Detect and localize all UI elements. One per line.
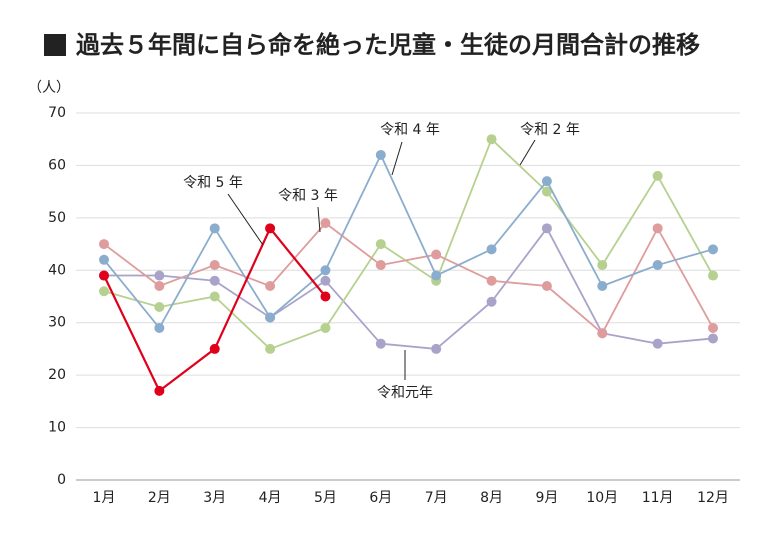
data-point [99, 239, 109, 250]
series-label: 令和元年 [377, 385, 433, 401]
data-point [320, 291, 331, 302]
series-line [103, 152, 714, 330]
y-axis-label: （人） [28, 80, 70, 96]
data-point [154, 301, 165, 312]
data-point [431, 249, 442, 260]
data-point [265, 312, 276, 323]
data-point [708, 244, 718, 255]
data-point [431, 343, 442, 354]
title-marker [44, 34, 66, 56]
y-tick-label: 0 [57, 472, 66, 488]
y-tick-label: 30 [48, 315, 66, 331]
leader-line [317, 206, 321, 233]
data-point [597, 281, 608, 292]
series-label: 令和 4 年 [380, 122, 440, 138]
data-point [154, 270, 165, 281]
series-label: 令和 3 年 [278, 188, 338, 204]
data-point [320, 322, 331, 333]
x-tick-label: 4月 [259, 490, 282, 506]
y-tick-label: 10 [48, 420, 66, 436]
data-point [375, 149, 386, 160]
data-point [486, 296, 497, 307]
data-point [99, 270, 109, 281]
x-tick-label: 7月 [425, 490, 448, 506]
x-tick-label: 1月 [93, 490, 116, 506]
data-point [209, 291, 220, 302]
leader-line [391, 141, 403, 176]
data-point [486, 134, 497, 145]
series-line [103, 137, 714, 350]
series-label: 令和 2 年 [520, 122, 580, 138]
data-point [652, 338, 663, 349]
data-point [265, 343, 276, 354]
data-point [486, 244, 497, 255]
x-tick-label: 6月 [369, 490, 392, 506]
data-point [375, 260, 386, 271]
data-point [597, 328, 608, 339]
data-point [708, 270, 718, 281]
data-point [320, 265, 331, 276]
x-tick-label: 8月 [480, 490, 503, 506]
data-point [652, 170, 663, 181]
data-point [265, 223, 276, 234]
data-point [375, 239, 386, 250]
data-point [154, 385, 165, 396]
data-point [154, 281, 165, 292]
series-line [104, 226, 714, 350]
data-point [375, 338, 386, 349]
x-tick-label: 10月 [586, 490, 618, 506]
data-point [209, 223, 220, 234]
data-point [209, 260, 220, 271]
data-point [541, 186, 552, 197]
leader-line [227, 193, 264, 246]
data-point [209, 275, 220, 286]
data-point [265, 281, 276, 292]
series-line [103, 221, 714, 335]
y-tick-label: 40 [48, 262, 66, 278]
y-tick-label: 60 [48, 157, 66, 173]
data-point [708, 333, 718, 344]
x-tick-label: 2月 [148, 490, 171, 506]
data-point [708, 322, 718, 333]
x-tick-label: 5月 [314, 490, 337, 506]
data-point [154, 322, 165, 333]
data-point [209, 343, 220, 354]
y-tick-label: 50 [48, 210, 66, 226]
data-point [99, 286, 109, 297]
series-line [103, 226, 327, 393]
x-tick-label: 3月 [203, 490, 226, 506]
data-point [597, 260, 608, 271]
y-tick-label: 70 [48, 105, 66, 121]
x-tick-label: 11月 [642, 490, 674, 506]
leader-line [519, 139, 536, 166]
chart-title: 過去５年間に自ら命を絶った児童・生徒の月間合計の推移 [76, 31, 700, 59]
series-label: 令和 5 年 [183, 175, 243, 191]
data-point [652, 223, 663, 234]
data-point [99, 254, 109, 265]
x-tick-label: 12月 [697, 490, 729, 506]
data-point [652, 260, 663, 271]
y-tick-label: 20 [48, 367, 66, 383]
data-point [541, 176, 552, 187]
data-point [431, 270, 442, 281]
data-point [486, 275, 497, 286]
data-point [541, 281, 552, 292]
x-tick-label: 9月 [535, 490, 558, 506]
data-point [320, 275, 331, 286]
data-point [541, 223, 552, 234]
data-point [320, 218, 331, 229]
